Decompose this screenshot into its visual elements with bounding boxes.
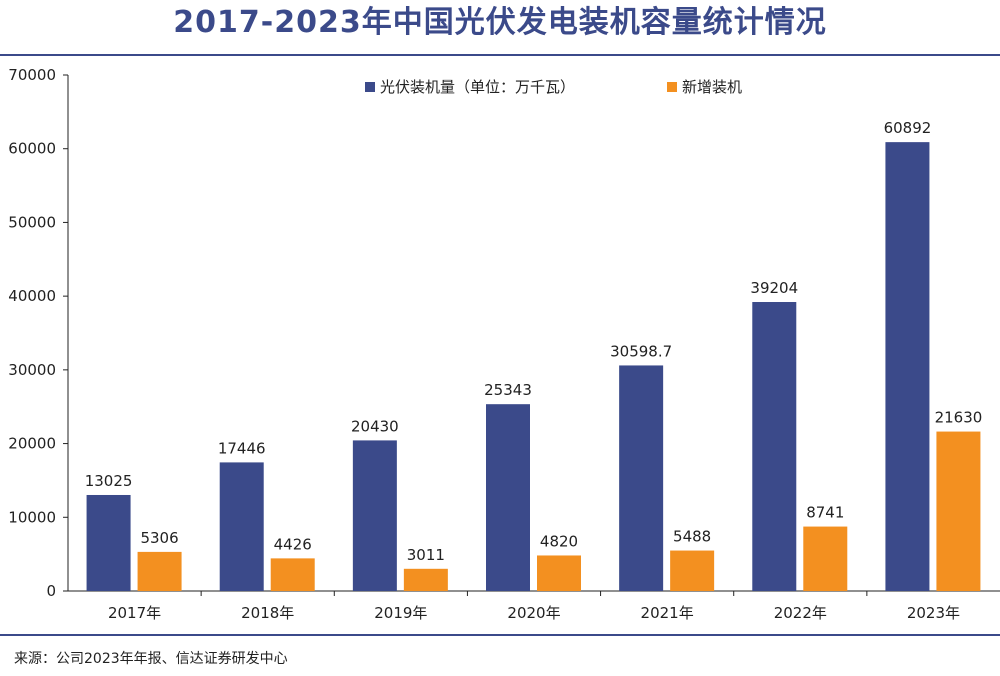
- y-tick-label: 50000: [8, 213, 56, 231]
- y-tick-label: 70000: [8, 66, 56, 84]
- y-tick-label: 0: [46, 582, 56, 600]
- legend-capacity-swatch: [365, 82, 375, 92]
- bar-capacity: [619, 365, 664, 591]
- x-tick-label: 2018年: [241, 604, 294, 622]
- bar-new-install: [803, 526, 848, 591]
- bar-chart: 0 10000 20000 30000 40000 50000 60000 70000 1302…: [8, 66, 1000, 622]
- data-label: 20430: [351, 417, 399, 435]
- data-label: 8741: [806, 504, 844, 522]
- bottom-divider: [0, 634, 1000, 636]
- bar-capacity: [86, 494, 131, 591]
- x-tick-label: 2023年: [907, 604, 960, 622]
- x-tick-label: 2021年: [641, 604, 694, 622]
- y-tick-label: 10000: [8, 508, 56, 526]
- y-tick-label: 40000: [8, 287, 56, 305]
- legend-capacity-label: 光伏装机量（单位：万千瓦）: [380, 78, 575, 96]
- data-label: 4426: [274, 535, 312, 553]
- data-label: 17446: [218, 439, 266, 457]
- x-tick-label: 2019年: [374, 604, 427, 622]
- data-label: 3011: [407, 546, 445, 564]
- data-label: 30598.7: [610, 342, 672, 360]
- data-label: 60892: [884, 119, 932, 137]
- y-tick-label: 60000: [8, 140, 56, 158]
- data-label: 13025: [85, 472, 133, 490]
- bar-capacity: [219, 462, 264, 591]
- data-label: 4820: [540, 532, 578, 550]
- x-tick-label: 2022年: [774, 604, 827, 622]
- bar-new-install: [137, 551, 182, 591]
- legend-new-install-label: 新增装机: [682, 78, 742, 96]
- data-label: 25343: [484, 381, 532, 399]
- legend-new-install-swatch: [667, 82, 677, 92]
- source-note: 来源：公司2023年年报、信达证券研发中心: [14, 651, 288, 667]
- bar-new-install: [537, 555, 581, 591]
- data-label: 5306: [140, 529, 178, 547]
- x-tick-label: 2020年: [507, 604, 560, 622]
- bar-new-install: [670, 550, 715, 591]
- bar-capacity: [486, 404, 530, 591]
- bar-capacity: [752, 302, 797, 591]
- data-label: 5488: [673, 528, 711, 546]
- data-label: 39204: [750, 279, 798, 297]
- bar-new-install: [936, 431, 981, 591]
- bar-capacity: [885, 142, 930, 591]
- y-tick-label: 30000: [8, 361, 56, 379]
- y-tick-label: 20000: [8, 435, 56, 453]
- chart-title: 2017-2023年中国光伏发电装机容量统计情况: [173, 5, 827, 40]
- bar-new-install: [270, 558, 315, 591]
- data-label: 21630: [935, 409, 983, 427]
- bar-capacity: [352, 440, 397, 591]
- bar-new-install: [403, 568, 448, 591]
- x-tick-label: 2017年: [108, 604, 161, 622]
- top-divider: [0, 54, 1000, 56]
